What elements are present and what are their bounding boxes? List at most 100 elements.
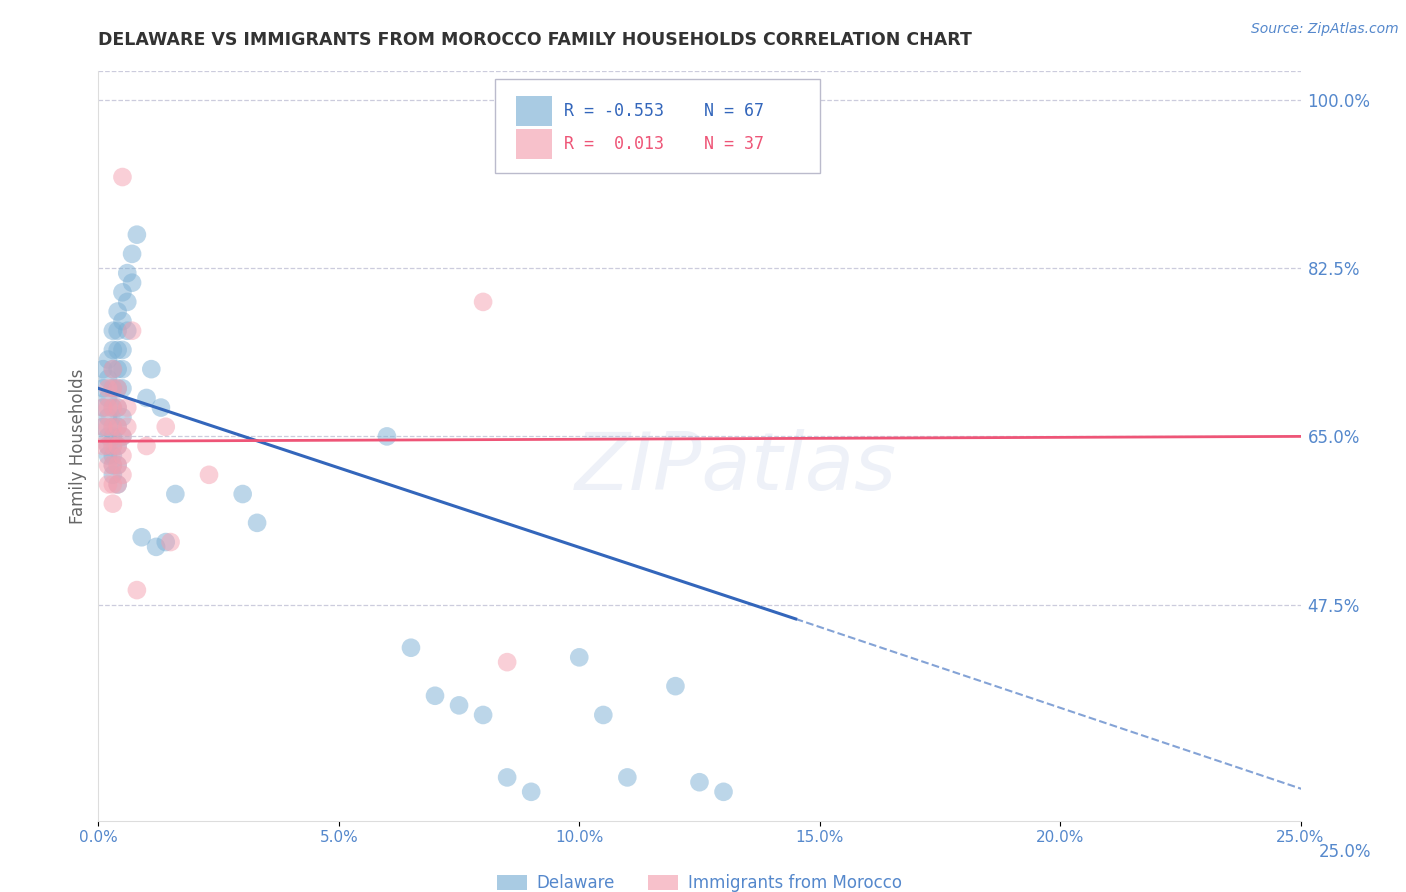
- Point: [111, 285, 134, 300]
- Point: [101, 477, 124, 491]
- Point: [107, 401, 129, 415]
- Point: [101, 401, 124, 415]
- Point: [111, 410, 134, 425]
- Point: [91, 439, 114, 453]
- Point: [107, 458, 129, 473]
- Point: [107, 362, 129, 376]
- Text: R =  0.013    N = 37: R = 0.013 N = 37: [564, 135, 763, 153]
- Text: Source: ZipAtlas.com: Source: ZipAtlas.com: [1251, 22, 1399, 37]
- Point: [616, 771, 638, 785]
- Point: [101, 497, 124, 511]
- Point: [111, 429, 134, 443]
- Point: [125, 583, 148, 598]
- Point: [91, 419, 114, 434]
- Point: [107, 477, 129, 491]
- Point: [135, 439, 157, 453]
- Point: [117, 266, 139, 280]
- Point: [664, 679, 686, 693]
- Point: [117, 324, 139, 338]
- Point: [111, 467, 134, 482]
- Point: [111, 314, 134, 328]
- Text: 25.0%: 25.0%: [1319, 843, 1371, 861]
- Point: [97, 439, 120, 453]
- Point: [91, 381, 114, 395]
- Point: [145, 540, 167, 554]
- FancyBboxPatch shape: [516, 96, 551, 126]
- Point: [111, 381, 134, 395]
- Point: [101, 401, 124, 415]
- Point: [101, 439, 124, 453]
- Point: [472, 708, 495, 723]
- Point: [97, 391, 120, 405]
- Point: [107, 477, 129, 491]
- Point: [141, 362, 163, 376]
- Point: [107, 439, 129, 453]
- Point: [159, 535, 181, 549]
- Point: [520, 785, 543, 799]
- Point: [101, 381, 124, 395]
- Point: [135, 391, 157, 405]
- Point: [117, 401, 139, 415]
- Point: [713, 785, 735, 799]
- Point: [472, 294, 495, 309]
- Text: R = -0.553    N = 67: R = -0.553 N = 67: [564, 102, 763, 120]
- Point: [107, 401, 129, 415]
- Point: [121, 324, 143, 338]
- Point: [101, 362, 124, 376]
- Point: [91, 401, 114, 415]
- Point: [125, 227, 148, 242]
- Point: [399, 640, 422, 655]
- Point: [107, 343, 129, 357]
- Point: [232, 487, 254, 501]
- Point: [101, 362, 124, 376]
- Point: [101, 439, 124, 453]
- Point: [107, 458, 129, 473]
- Point: [101, 449, 124, 463]
- Point: [165, 487, 187, 501]
- Point: [107, 381, 129, 395]
- Point: [101, 343, 124, 357]
- Point: [107, 324, 129, 338]
- Point: [107, 381, 129, 395]
- Point: [101, 429, 124, 443]
- Point: [97, 352, 120, 367]
- Point: [246, 516, 269, 530]
- Point: [111, 343, 134, 357]
- Point: [101, 458, 124, 473]
- Point: [101, 419, 124, 434]
- Point: [111, 362, 134, 376]
- Point: [131, 530, 153, 544]
- Point: [155, 535, 177, 549]
- Point: [117, 294, 139, 309]
- Point: [97, 439, 120, 453]
- Point: [101, 458, 124, 473]
- Point: [97, 429, 120, 443]
- Point: [592, 708, 614, 723]
- Point: [97, 477, 120, 491]
- Text: ZIPatlas: ZIPatlas: [575, 429, 897, 508]
- Point: [97, 410, 120, 425]
- Y-axis label: Family Households: Family Households: [69, 368, 87, 524]
- Point: [101, 324, 124, 338]
- Point: [121, 276, 143, 290]
- Point: [97, 401, 120, 415]
- FancyBboxPatch shape: [495, 78, 820, 172]
- Point: [423, 689, 446, 703]
- Point: [97, 458, 120, 473]
- Point: [375, 429, 398, 443]
- Point: [91, 419, 114, 434]
- Point: [107, 419, 129, 434]
- Point: [101, 419, 124, 434]
- Point: [111, 449, 134, 463]
- Point: [689, 775, 711, 789]
- Point: [107, 439, 129, 453]
- Point: [198, 467, 221, 482]
- Point: [97, 381, 120, 395]
- FancyBboxPatch shape: [516, 129, 551, 159]
- Text: DELAWARE VS IMMIGRANTS FROM MOROCCO FAMILY HOUSEHOLDS CORRELATION CHART: DELAWARE VS IMMIGRANTS FROM MOROCCO FAMI…: [98, 31, 973, 49]
- Point: [101, 467, 124, 482]
- Legend: Delaware, Immigrants from Morocco: Delaware, Immigrants from Morocco: [489, 867, 910, 892]
- Point: [97, 372, 120, 386]
- Point: [91, 362, 114, 376]
- Point: [97, 449, 120, 463]
